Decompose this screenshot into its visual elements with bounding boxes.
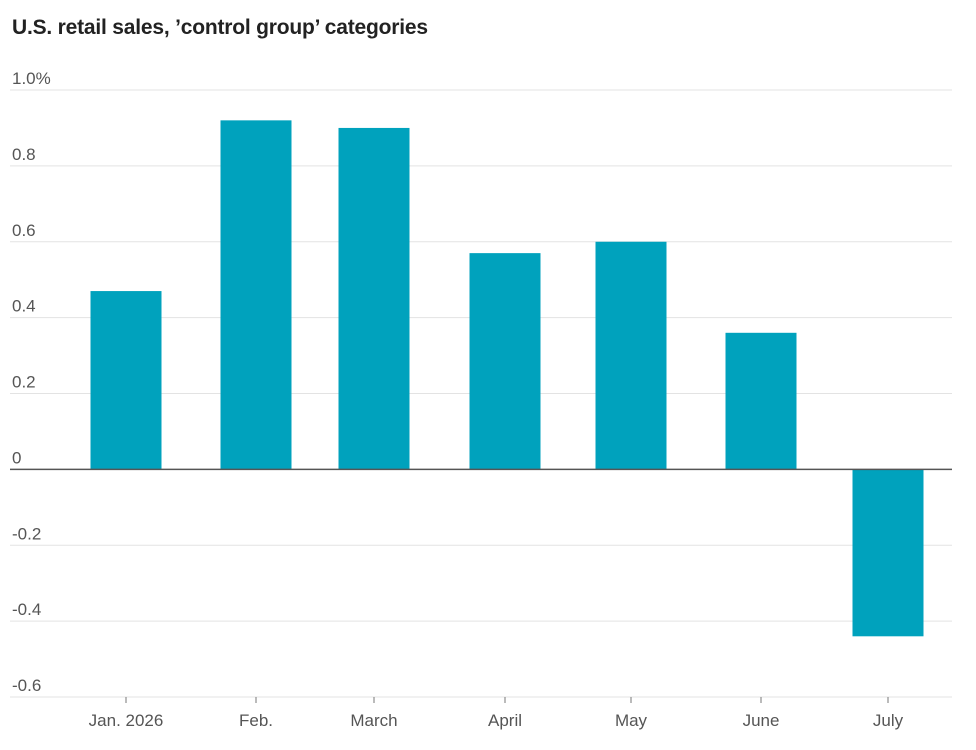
bar-may	[595, 241, 667, 470]
y-tick-label-1-0: 1.0%	[12, 69, 51, 88]
bar-april	[469, 253, 541, 470]
x-tick-label-june: June	[743, 711, 780, 730]
y-tick-label-0-2: -0.2	[12, 524, 41, 543]
x-tick-label-may: May	[615, 711, 648, 730]
bar-march	[338, 127, 410, 470]
x-axis	[10, 468, 952, 703]
chart-title: U.S. retail sales, ’control group’ categ…	[12, 16, 428, 39]
bar-feb	[220, 120, 292, 470]
y-tick-label-0-4: 0.4	[12, 297, 36, 316]
x-tick-label-april: April	[488, 711, 522, 730]
y-tick-label-0-2: 0.2	[12, 373, 36, 392]
y-tick-label-0-4: -0.4	[12, 600, 41, 619]
y-tick-label-0: 0	[12, 448, 21, 467]
x-tick-label-jan-2026: Jan. 2026	[89, 711, 164, 730]
bars	[90, 120, 924, 637]
x-tick-label-feb: Feb.	[239, 711, 273, 730]
y-tick-label-0-8: 0.8	[12, 145, 36, 164]
bar-july	[852, 469, 924, 637]
x-tick-label-march: March	[350, 711, 397, 730]
y-tick-label-0-6: 0.6	[12, 221, 36, 240]
bar-june	[725, 332, 797, 470]
x-tick-label-july: July	[873, 711, 904, 730]
tick-labels: 1.0% 0.8 0.6 0.4 0.2 0 -0.2 -0.4 -0.6 Jan. 2026 Fe…	[12, 69, 904, 730]
y-tick-label-0-6: -0.6	[12, 676, 41, 695]
bar-jan-2026	[90, 291, 162, 470]
